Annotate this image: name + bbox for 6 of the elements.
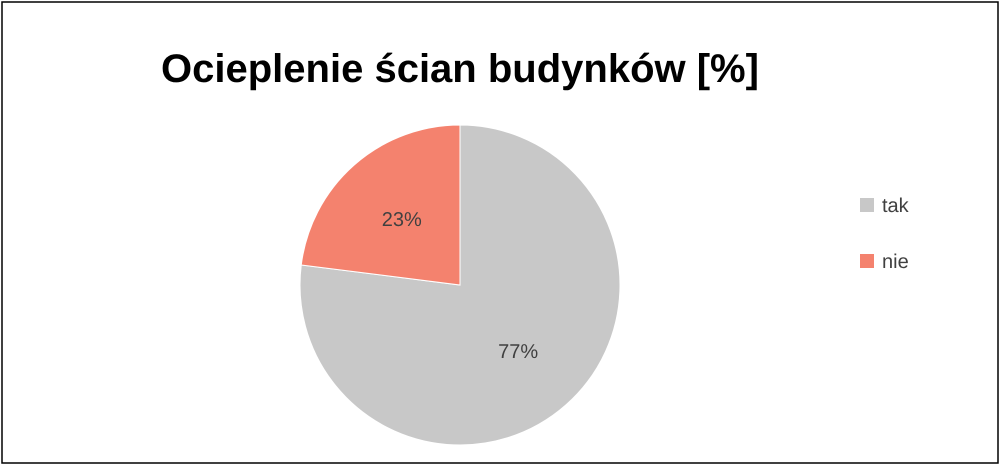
data-label: 23% bbox=[382, 208, 422, 231]
legend-label: tak bbox=[882, 195, 910, 217]
data-label: 77% bbox=[498, 341, 538, 364]
legend-label: nie bbox=[882, 251, 909, 273]
pie-slice bbox=[300, 124, 620, 446]
chart-title: Ocieplenie ścian budynków [%] bbox=[161, 47, 759, 91]
